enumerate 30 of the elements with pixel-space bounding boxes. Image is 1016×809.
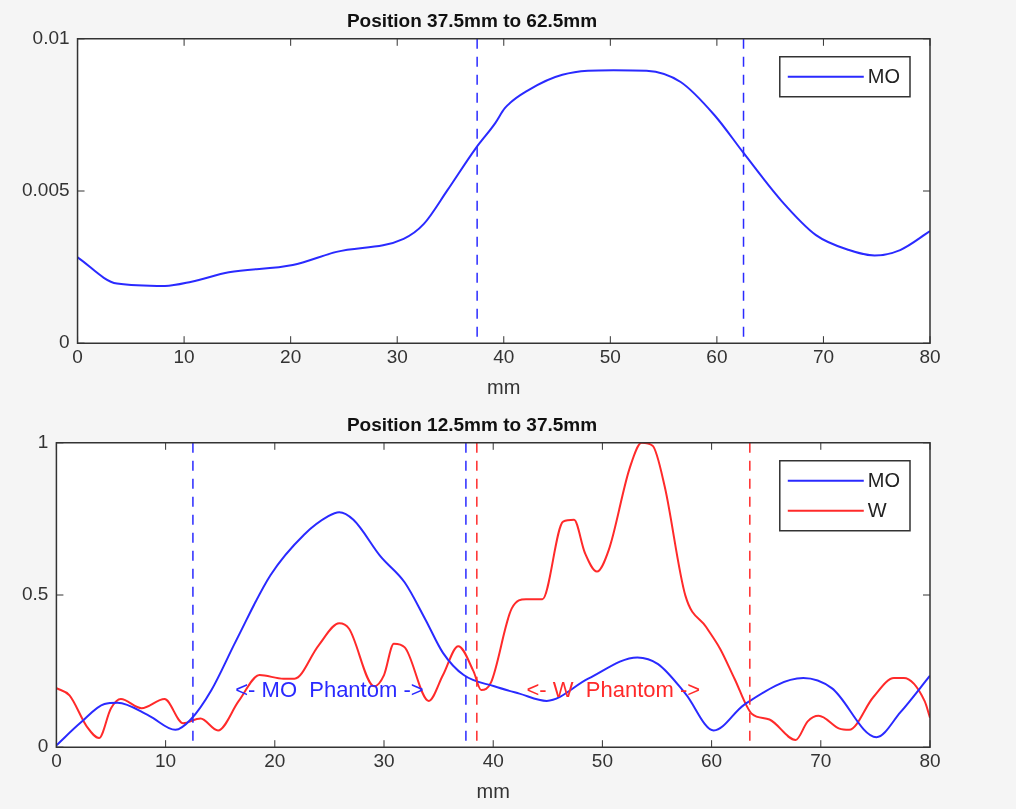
x-tick-label: 30 — [373, 749, 395, 771]
x-axis-title: mm — [487, 375, 521, 398]
y-tick-label: 1 — [37, 431, 49, 453]
y-tick-label: 0.5 — [21, 583, 49, 605]
x-tick-label: 60 — [701, 749, 723, 771]
legend-label: W — [867, 499, 887, 522]
x-tick-label: 60 — [706, 345, 728, 367]
x-tick-label: 10 — [173, 345, 195, 367]
x-tick-label: 70 — [810, 749, 832, 771]
x-tick-label: 10 — [155, 749, 177, 771]
x-tick-label: 20 — [280, 345, 302, 367]
x-tick-label: 50 — [591, 749, 613, 771]
y-tick-label: 0 — [37, 735, 49, 757]
x-tick-label: 50 — [599, 345, 621, 367]
legend-label: MO — [867, 65, 900, 88]
x-tick-label: 80 — [919, 345, 941, 367]
x-tick-label: 80 — [919, 749, 941, 771]
x-tick-label: 30 — [386, 345, 408, 367]
y-tick-label: 0.01 — [32, 27, 70, 49]
chart-title: Position 12.5mm to 37.5mm — [346, 413, 598, 435]
x-tick-label: 40 — [493, 345, 515, 367]
legend-label: MO — [867, 469, 900, 492]
x-tick-label: 20 — [264, 749, 286, 771]
y-tick-label: 0 — [58, 331, 70, 353]
x-axis-title: mm — [476, 779, 510, 802]
x-tick-label: 70 — [812, 345, 835, 367]
line-series — [56, 442, 930, 741]
x-tick-label: 40 — [482, 749, 504, 771]
y-tick-label: 0.005 — [22, 179, 70, 201]
chart-title: Position 37.5mm to 62.5mm — [346, 9, 598, 31]
